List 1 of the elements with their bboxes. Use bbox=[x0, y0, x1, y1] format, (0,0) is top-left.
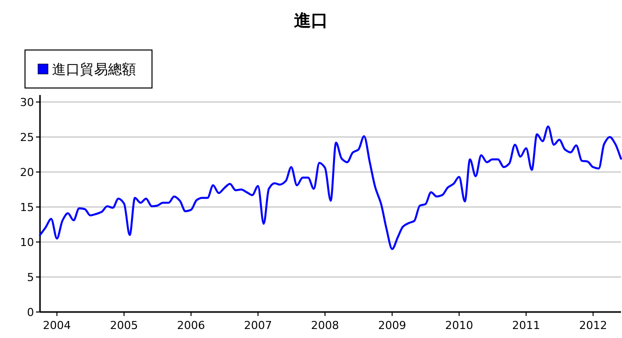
title: 進口 bbox=[294, 11, 328, 31]
